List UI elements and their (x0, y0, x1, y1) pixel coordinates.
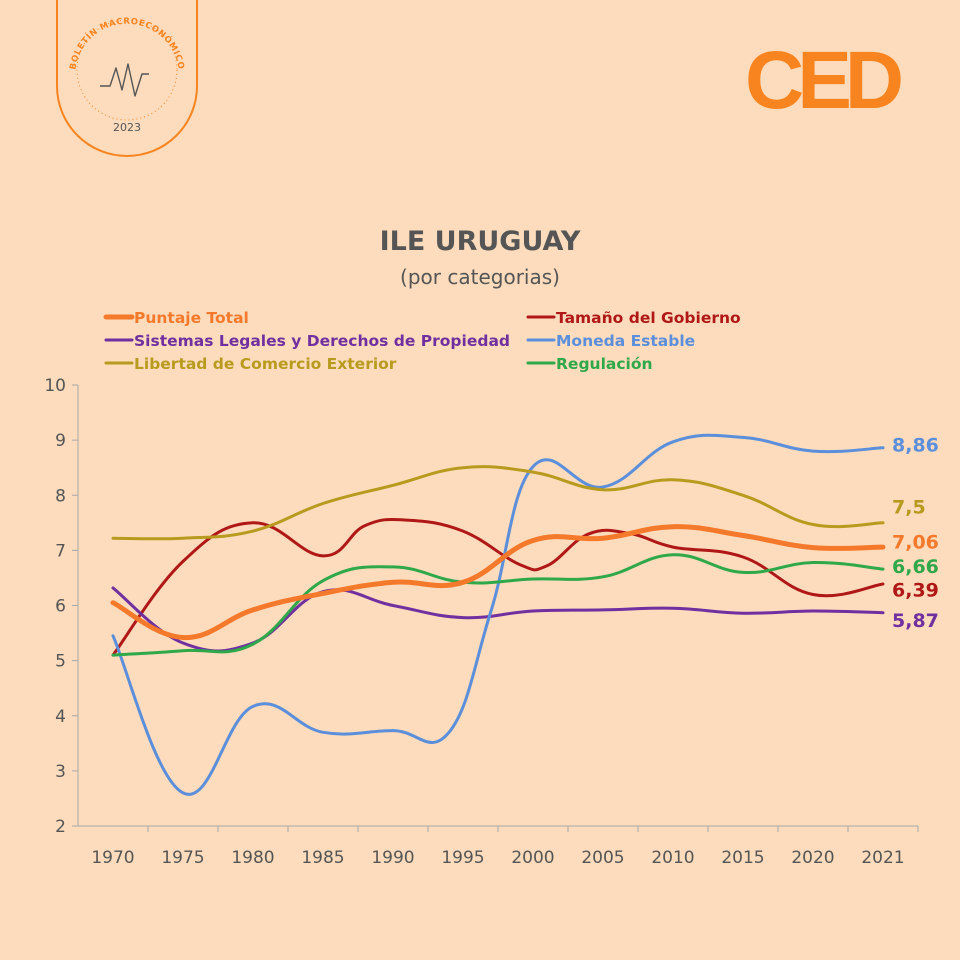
x-tick-label: 2015 (721, 848, 764, 868)
chart-end-labels: 7,06 6,39 5,87 8,86 7,5 6,66 (892, 435, 939, 632)
end-value-label-1: 6,39 (892, 580, 939, 602)
ced-logo: CED (745, 35, 904, 126)
x-tick-label: 2021 (861, 848, 904, 868)
chart-legend: Puntaje Total Tamaño del Gobierno Sistemas… (103, 309, 741, 373)
legend-label-2: Sistemas Legales y Derechos de Propiedad (134, 332, 510, 350)
legend-label-0: Puntaje Total (134, 309, 249, 327)
chart-axes: 2 3 4 5 6 7 8 9 10 1970 1975 1980 1985 1990 1995 2000 20… (44, 376, 919, 868)
end-value-label-2: 5,87 (892, 610, 939, 632)
x-tick-label: 1970 (91, 848, 134, 868)
y-tick-label: 5 (55, 652, 66, 672)
x-tick-label: 2010 (651, 848, 694, 868)
end-value-label-0: 7,06 (892, 532, 939, 554)
legend-label-4: Libertad de Comercio Exterior (134, 355, 397, 373)
stamp-year: 2023 (113, 121, 141, 134)
end-value-label-4: 7,5 (892, 496, 926, 518)
y-tick-label: 8 (55, 486, 66, 506)
series-line-1 (111, 517, 885, 657)
x-tick-label: 2000 (511, 848, 554, 868)
legend-label-1: Tamaño del Gobierno (556, 309, 741, 327)
y-tick-label: 2 (55, 817, 66, 837)
chart-subtitle: (por categorias) (400, 265, 560, 289)
series-line-4 (111, 465, 885, 541)
heartbeat-icon (100, 63, 149, 97)
y-tick-label: 6 (55, 597, 66, 617)
x-tick-label: 1980 (231, 848, 274, 868)
x-tick-label: 1990 (371, 848, 414, 868)
y-tick-label: 3 (55, 762, 66, 782)
y-tick-label: 9 (55, 431, 66, 451)
x-tick-label: 1995 (441, 848, 484, 868)
legend-label-3: Moneda Estable (556, 332, 695, 350)
series-line-0 (110, 524, 886, 641)
x-tick-label: 2020 (791, 848, 834, 868)
legend-label-5: Regulación (556, 355, 653, 373)
boletin-stamp-badge: BOLETÍN MACROECONÓMICO 2023 (56, 0, 198, 157)
end-value-label-5: 6,66 (892, 556, 939, 578)
series-line-5 (111, 553, 885, 657)
x-tick-label: 1985 (301, 848, 344, 868)
y-tick-label: 4 (55, 707, 66, 727)
y-tick-label: 7 (55, 541, 66, 561)
series-line-3 (111, 433, 885, 796)
y-tick-label: 10 (44, 376, 66, 396)
x-tick-label: 1975 (161, 848, 204, 868)
end-value-label-3: 8,86 (892, 435, 939, 457)
chart-title: ILE URUGUAY (380, 226, 581, 257)
x-tick-label: 2005 (581, 848, 624, 868)
chart-series-group (110, 433, 886, 796)
